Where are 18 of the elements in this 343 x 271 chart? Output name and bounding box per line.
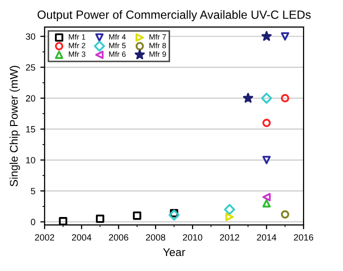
x-tick-label: 2014 (256, 234, 276, 241)
x-axis-title: Year (163, 248, 186, 256)
y-tick-label: 20 (26, 95, 36, 102)
y-tick-label: 5 (30, 188, 36, 194)
x-tick-label: 2006 (108, 234, 128, 241)
y-axis-title: Single Chip Power (mW) (10, 66, 20, 186)
x-tick-label: 2012 (220, 234, 240, 241)
y-tick-label: 10 (26, 156, 36, 164)
chart-title: Output Power of Commercially Available UV-C LEDs (38, 10, 311, 22)
x-tick-label: 2008 (146, 234, 166, 241)
x-tick-label: 2010 (182, 234, 202, 241)
x-tick-label: 2004 (72, 234, 92, 241)
y-tick-label: 15 (26, 126, 36, 132)
y-tick-label: 25 (26, 64, 36, 71)
y-tick-label: 0 (30, 218, 36, 226)
x-tick-label: 2002 (35, 234, 54, 241)
x-tick-label: 2016 (294, 234, 314, 241)
y-tick-label: 30 (26, 33, 36, 40)
